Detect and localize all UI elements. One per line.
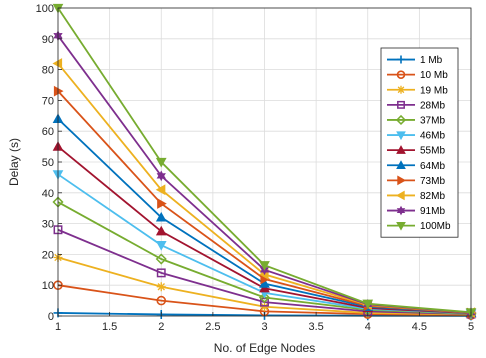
x-tick-label: 4 xyxy=(365,321,371,333)
y-tick-label: 20 xyxy=(42,249,54,261)
data-point xyxy=(53,85,64,97)
data-point xyxy=(259,261,270,271)
data-point xyxy=(155,211,167,222)
data-point xyxy=(156,268,166,278)
legend-marker xyxy=(397,55,405,64)
legend-item: 100Mb xyxy=(387,221,451,232)
data-point xyxy=(155,253,167,265)
legend-label: 64Mb xyxy=(420,161,445,172)
y-tick-label: 70 xyxy=(42,95,54,107)
y-axis-title: Delay (s) xyxy=(7,138,21,186)
legend-marker xyxy=(397,85,405,94)
legend-marker xyxy=(396,70,406,79)
data-point xyxy=(155,225,167,236)
x-tick-label: 3 xyxy=(261,321,267,333)
legend-box xyxy=(380,47,459,238)
legend-label: 55Mb xyxy=(420,146,445,157)
legend-label: 46Mb xyxy=(420,131,445,142)
legend-marker xyxy=(397,100,405,109)
y-tick-label: 0 xyxy=(48,311,54,323)
legend-item: 55Mb xyxy=(387,145,445,157)
y-tick-label: 90 xyxy=(42,34,54,46)
data-point xyxy=(258,291,271,304)
legend-label: 100Mb xyxy=(420,221,451,232)
x-tick-label: 2.5 xyxy=(205,321,220,333)
legend-marker xyxy=(397,175,407,186)
legend-item: 64Mb xyxy=(387,160,445,172)
legend-item: 73Mb xyxy=(387,175,445,187)
data-point xyxy=(155,241,167,251)
legend: 1 Mb 10 Mb 19 Mb 28Mb 37Mb 46Mb 55Mb 64Mb 73Mb 82… xyxy=(380,47,459,238)
data-point xyxy=(260,302,269,312)
legend-item: 1 Mb xyxy=(387,55,443,66)
legend-label: 82Mb xyxy=(420,191,445,202)
x-tick-label: 4.5 xyxy=(412,321,427,333)
data-point xyxy=(260,297,269,307)
legend-marker xyxy=(396,160,406,169)
legend-item: 82Mb xyxy=(387,190,445,202)
legend-label: 28Mb xyxy=(420,100,445,111)
y-tick-label: 10 xyxy=(42,280,54,292)
legend-item: 37Mb xyxy=(387,114,445,126)
data-point xyxy=(155,157,167,168)
x-tick-label: 5 xyxy=(468,321,474,333)
data-point xyxy=(156,295,167,306)
y-tick-label: 50 xyxy=(42,157,54,169)
x-tick-label: 1 xyxy=(55,321,61,333)
y-tick-label: 100 xyxy=(36,3,54,15)
legend-marker xyxy=(396,131,406,141)
y-tick-label: 60 xyxy=(42,126,54,138)
y-tick-label: 30 xyxy=(42,219,54,231)
y-tick-label: 80 xyxy=(42,65,54,77)
data-point xyxy=(156,282,166,292)
legend-marker xyxy=(395,114,407,126)
legend-marker xyxy=(396,145,406,154)
y-tick-label: 40 xyxy=(42,188,54,200)
x-tick-label: 1.5 xyxy=(102,321,117,333)
x-tick-label: 3.5 xyxy=(308,321,323,333)
legend-label: 73Mb xyxy=(420,176,445,187)
legend-label: 1 Mb xyxy=(420,55,443,66)
legend-item: 28Mb xyxy=(387,100,445,111)
legend-item: 10 Mb xyxy=(387,70,448,81)
data-point xyxy=(155,184,166,196)
legend-marker xyxy=(396,221,406,231)
legend-label: 37Mb xyxy=(420,115,445,126)
data-point xyxy=(157,198,167,209)
legend-item: 91Mb xyxy=(387,205,445,217)
legend-label: 19 Mb xyxy=(420,85,448,96)
data-point xyxy=(156,170,166,182)
legend-label: 10 Mb xyxy=(420,70,448,81)
x-axis-title: No. of Edge Nodes xyxy=(214,341,315,355)
legend-marker xyxy=(395,190,405,201)
data-point xyxy=(259,282,270,293)
data-point xyxy=(362,299,374,310)
data-point xyxy=(52,58,63,69)
legend-marker xyxy=(396,205,406,216)
series-line xyxy=(57,284,472,316)
legend-item: 46Mb xyxy=(387,131,445,142)
legend-item: 19 Mb xyxy=(387,85,448,96)
legend-label: 91Mb xyxy=(420,206,445,217)
x-tick-label: 2 xyxy=(158,321,164,333)
